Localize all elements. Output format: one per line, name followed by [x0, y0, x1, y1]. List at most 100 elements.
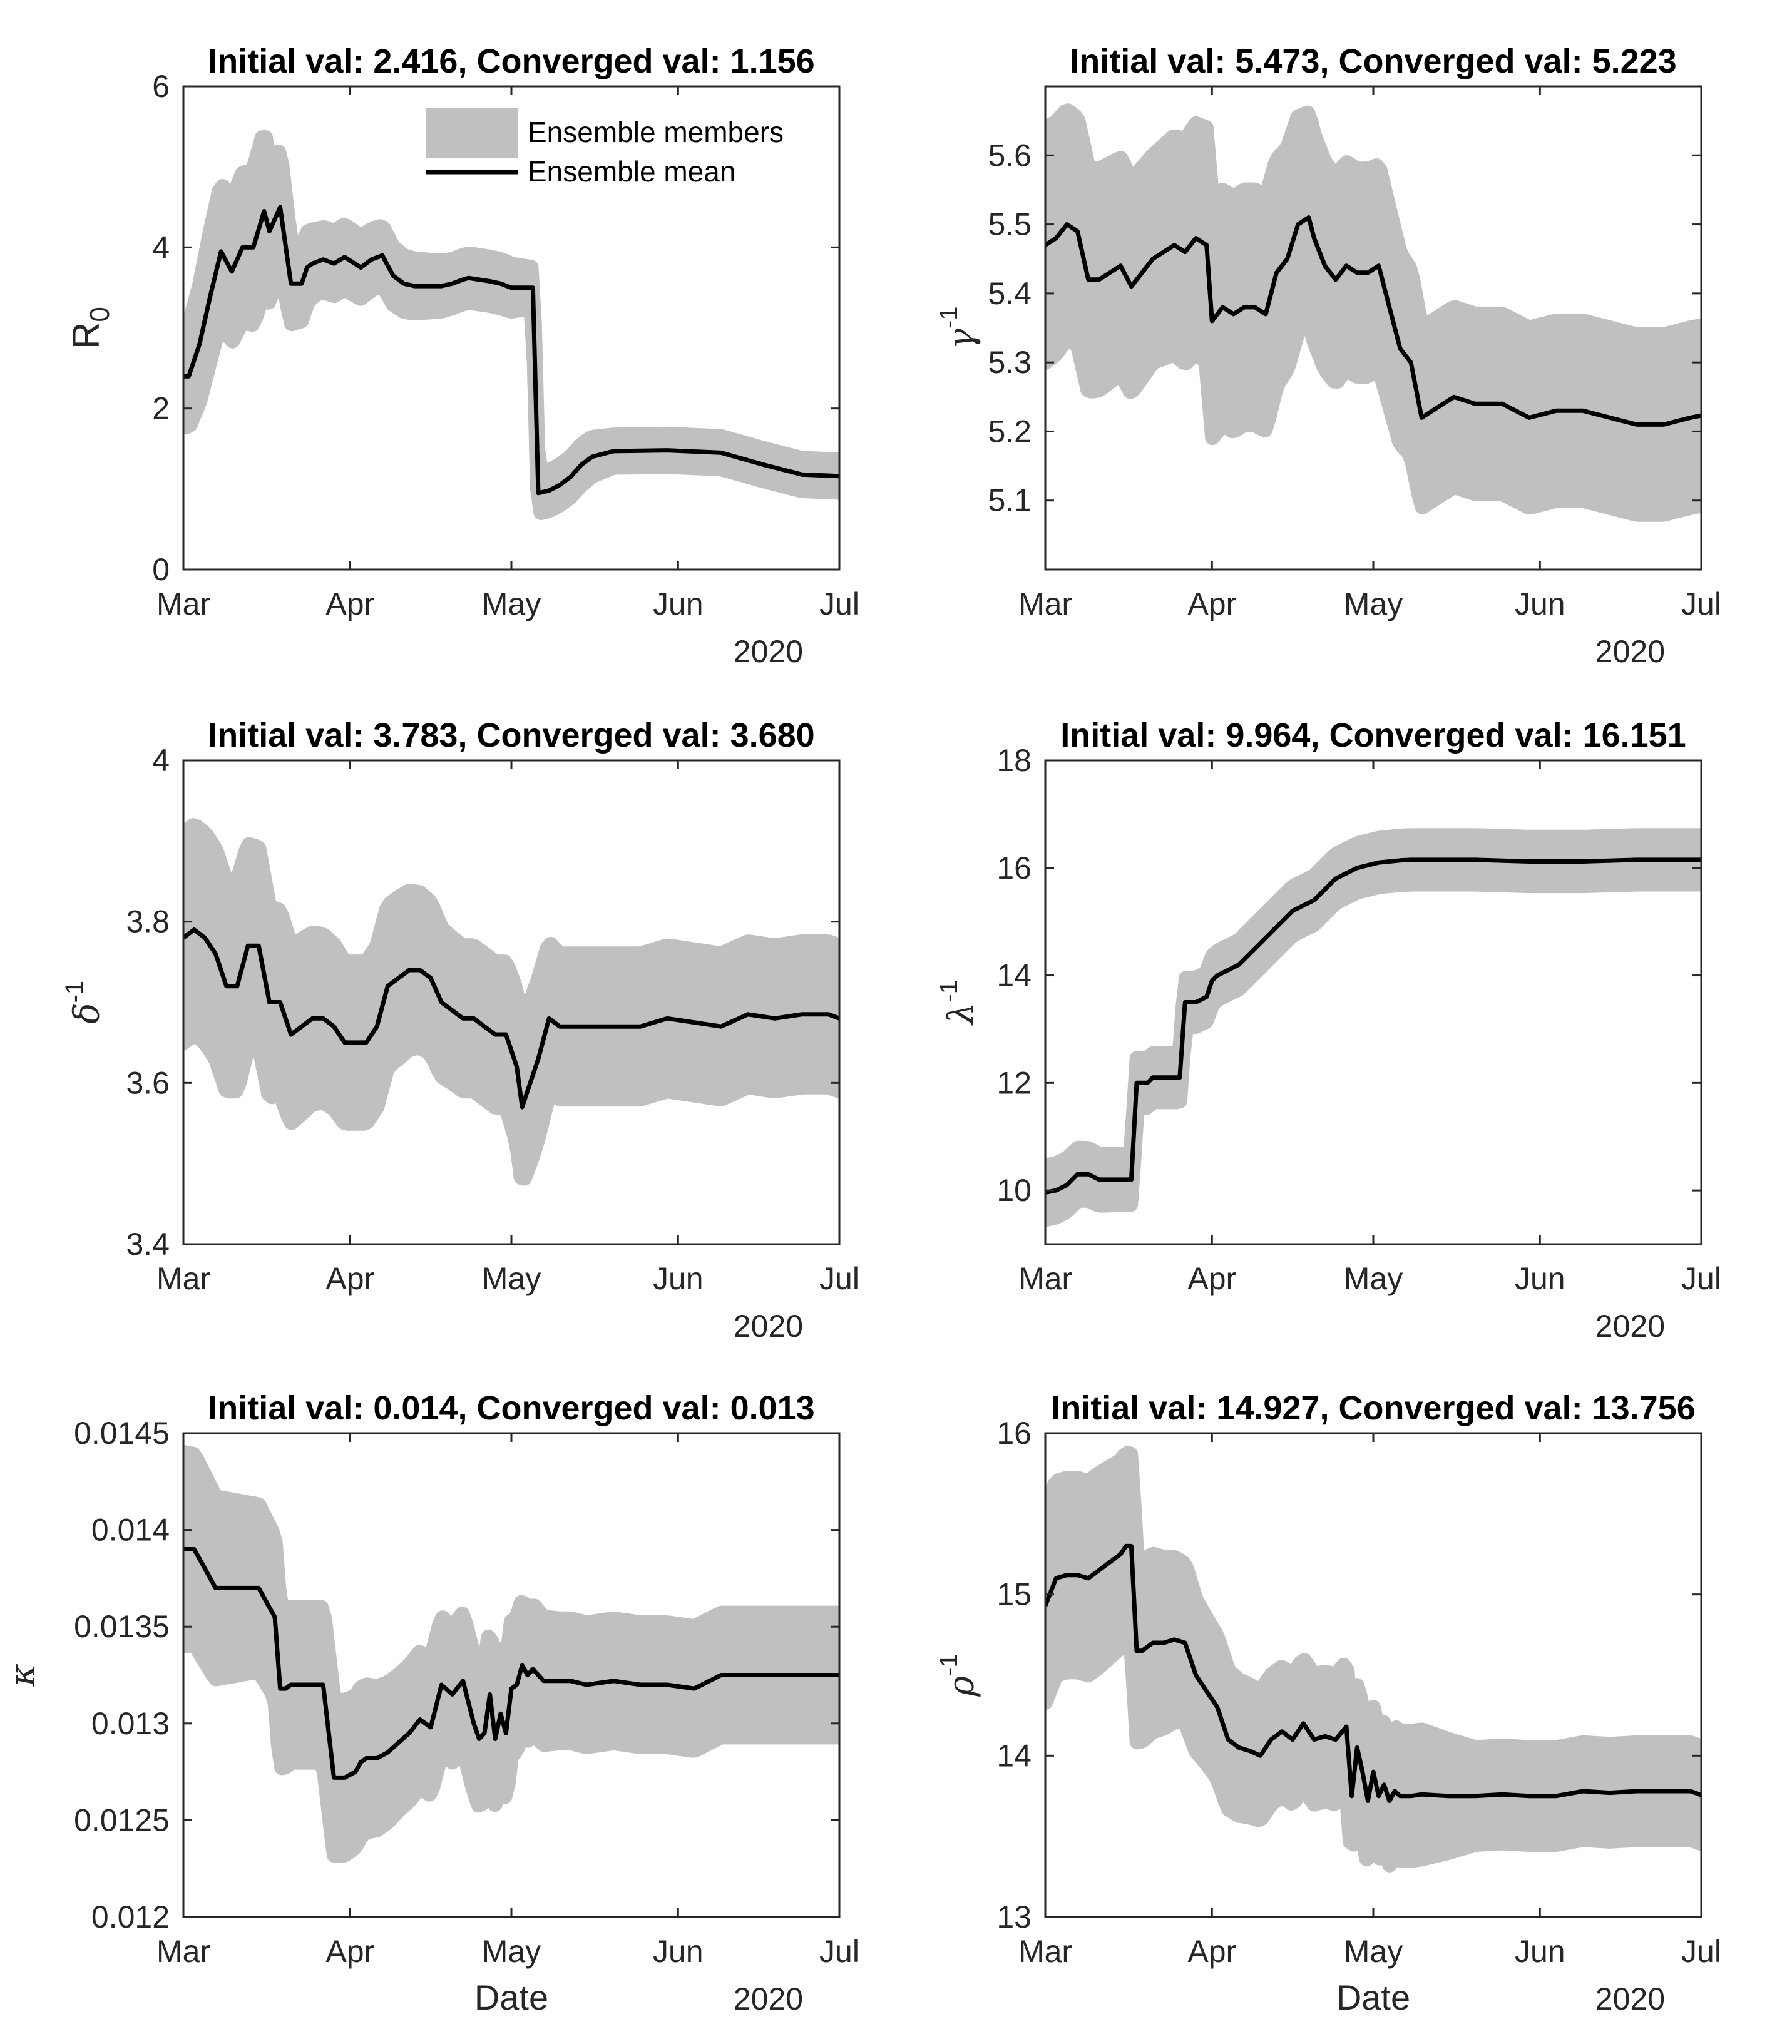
- subplot-2: 5.1 5.2 5.3 5.4 5.5 5.6 Mar Apr May Jun Jul 2020 Ini…: [935, 43, 1721, 669]
- y-tick-label: 10: [996, 1173, 1032, 1208]
- ensemble-mean-line: [183, 927, 839, 1110]
- x-tick-label: Apr: [325, 1261, 374, 1296]
- y-tick-label: 16: [996, 1416, 1032, 1451]
- x-tick-label: Apr: [325, 1934, 374, 1969]
- y-tick-label: 16: [996, 851, 1032, 886]
- y-tick-label: 0.014: [91, 1513, 170, 1548]
- y-axis-label: κ: [3, 1663, 43, 1687]
- x-tick-label: Jun: [653, 1934, 704, 1969]
- x-tick-label: May: [482, 1261, 541, 1296]
- legend: Ensemble members Ensemble mean: [426, 108, 784, 188]
- x-tick-label: Mar: [156, 1261, 210, 1296]
- ensemble-mean-line: [1045, 215, 1701, 427]
- y-tick-label: 14: [996, 958, 1032, 993]
- x-tick-label: May: [1344, 1934, 1403, 1969]
- x-tick-label: Jul: [819, 586, 859, 621]
- x-tick-label: May: [482, 586, 541, 621]
- y-tick-label: 5.5: [988, 207, 1032, 242]
- y-tick-label: 0.0145: [74, 1416, 170, 1451]
- y-tick-label: 2: [152, 391, 170, 426]
- ensemble-members-band: [183, 1444, 839, 1863]
- y-tick-label: 5.3: [988, 345, 1032, 380]
- subplot-title: Initial val: 0.014, Converged val: 0.013: [208, 1389, 814, 1427]
- y-tick-label: 14: [996, 1738, 1032, 1773]
- y-tick-label: 0.012: [91, 1899, 170, 1934]
- legend-mean-label: Ensemble mean: [528, 155, 735, 188]
- x-axis-label: Date: [474, 1978, 548, 2017]
- subplot-title: Initial val: 14.927, Converged val: 13.7…: [1051, 1389, 1696, 1427]
- x-tick-label: Apr: [1187, 1261, 1236, 1296]
- subplot-4: 10 12 14 16 18 Mar Apr May Jun Jul 2020 Initial val…: [935, 717, 1721, 1344]
- y-tick-label: 4: [152, 743, 170, 778]
- y-axis-label: γ-1: [935, 306, 982, 349]
- subplot-5: 0.012 0.0125 0.013 0.0135 0.014 0.0145 Mar Apr M…: [3, 1389, 859, 2017]
- ensemble-members-band: [1045, 103, 1701, 522]
- subplot-title: Initial val: 3.783, Converged val: 3.680: [208, 717, 814, 754]
- legend-members-swatch: [426, 108, 518, 158]
- y-tick-label: 13: [996, 1899, 1032, 1934]
- y-tick-label: 5.1: [988, 483, 1032, 518]
- y-axis-label: λ-1: [935, 980, 982, 1026]
- y-axis-label: δ-1: [61, 981, 108, 1024]
- y-tick-label: 0: [152, 552, 170, 587]
- y-tick-label: 5.6: [988, 138, 1032, 173]
- legend-members-label: Ensemble members: [528, 116, 784, 148]
- y-tick-label: 3.4: [126, 1227, 170, 1262]
- x-tick-label: Jun: [653, 586, 704, 621]
- x-tick-label: May: [1344, 586, 1403, 621]
- y-tick-label: 3.8: [126, 904, 170, 939]
- x-tick-label: Apr: [325, 586, 374, 621]
- x-tick-label: Jul: [819, 1261, 859, 1296]
- y-tick-label: 15: [996, 1577, 1032, 1612]
- year-label: 2020: [1595, 1981, 1665, 2016]
- x-tick-label: May: [1344, 1261, 1403, 1296]
- y-tick-label: 0.013: [91, 1706, 170, 1741]
- ensemble-mean-line: [1045, 857, 1701, 1195]
- subplot-title: Initial val: 2.416, Converged val: 1.156: [208, 43, 814, 80]
- ensemble-mean-line: [183, 205, 839, 496]
- y-tick-label: 5.2: [988, 414, 1032, 449]
- subplot-6: 13 14 15 16 Mar Apr May Jun Jul 2020 Date Initial v…: [935, 1389, 1721, 2017]
- y-tick-label: 3.6: [126, 1065, 170, 1100]
- y-tick-label: 5.4: [988, 276, 1032, 311]
- x-tick-label: May: [482, 1934, 541, 1969]
- subplot-title: Initial val: 9.964, Converged val: 16.15…: [1060, 717, 1686, 754]
- ensemble-members-band: [183, 818, 839, 1186]
- subplot-title: Initial val: 5.473, Converged val: 5.223: [1070, 43, 1676, 80]
- year-label: 2020: [1595, 1309, 1665, 1344]
- year-label: 2020: [1595, 634, 1665, 669]
- x-tick-label: Mar: [156, 586, 210, 621]
- year-label: 2020: [734, 634, 803, 669]
- year-label: 2020: [734, 1309, 803, 1344]
- x-tick-label: Jun: [1515, 586, 1565, 621]
- x-tick-label: Apr: [1187, 586, 1236, 621]
- y-tick-label: 4: [152, 230, 170, 265]
- x-tick-label: Apr: [1187, 1934, 1236, 1969]
- subplot-3: 3.4 3.6 3.8 4 Mar Apr May Jun Jul 2020 Initial val…: [61, 717, 859, 1344]
- x-tick-label: Mar: [1018, 1934, 1072, 1969]
- y-tick-label: 0.0125: [74, 1802, 170, 1837]
- x-tick-label: Jun: [653, 1261, 704, 1296]
- x-tick-label: Jul: [819, 1934, 859, 1969]
- ensemble-mean-line: [183, 1547, 839, 1780]
- x-axis-label: Date: [1336, 1978, 1410, 2017]
- x-tick-label: Jul: [1681, 1934, 1721, 1969]
- x-tick-label: Jun: [1515, 1261, 1565, 1296]
- x-tick-label: Jul: [1681, 1261, 1721, 1296]
- x-tick-label: Mar: [1018, 1261, 1072, 1296]
- ensemble-members-band: [1045, 828, 1701, 1227]
- x-tick-label: Mar: [1018, 586, 1072, 621]
- year-label: 2020: [734, 1981, 803, 2016]
- ensemble-members-band: [1045, 1446, 1701, 1873]
- ensemble-mean-line: [1045, 1543, 1701, 1803]
- y-axis-label: R0: [65, 307, 115, 349]
- y-tick-label: 6: [152, 69, 170, 104]
- x-tick-label: Mar: [156, 1934, 210, 1969]
- y-axis-label: ρ-1: [935, 1653, 982, 1697]
- y-tick-label: 0.0135: [74, 1609, 170, 1644]
- y-tick-label: 12: [996, 1065, 1032, 1100]
- ensemble-members-band: [183, 130, 839, 520]
- x-tick-label: Jul: [1681, 586, 1721, 621]
- subplot-1: 0 2 4 6 Mar Apr May Jun Jul 2020 Initial val: 2.41…: [65, 43, 859, 669]
